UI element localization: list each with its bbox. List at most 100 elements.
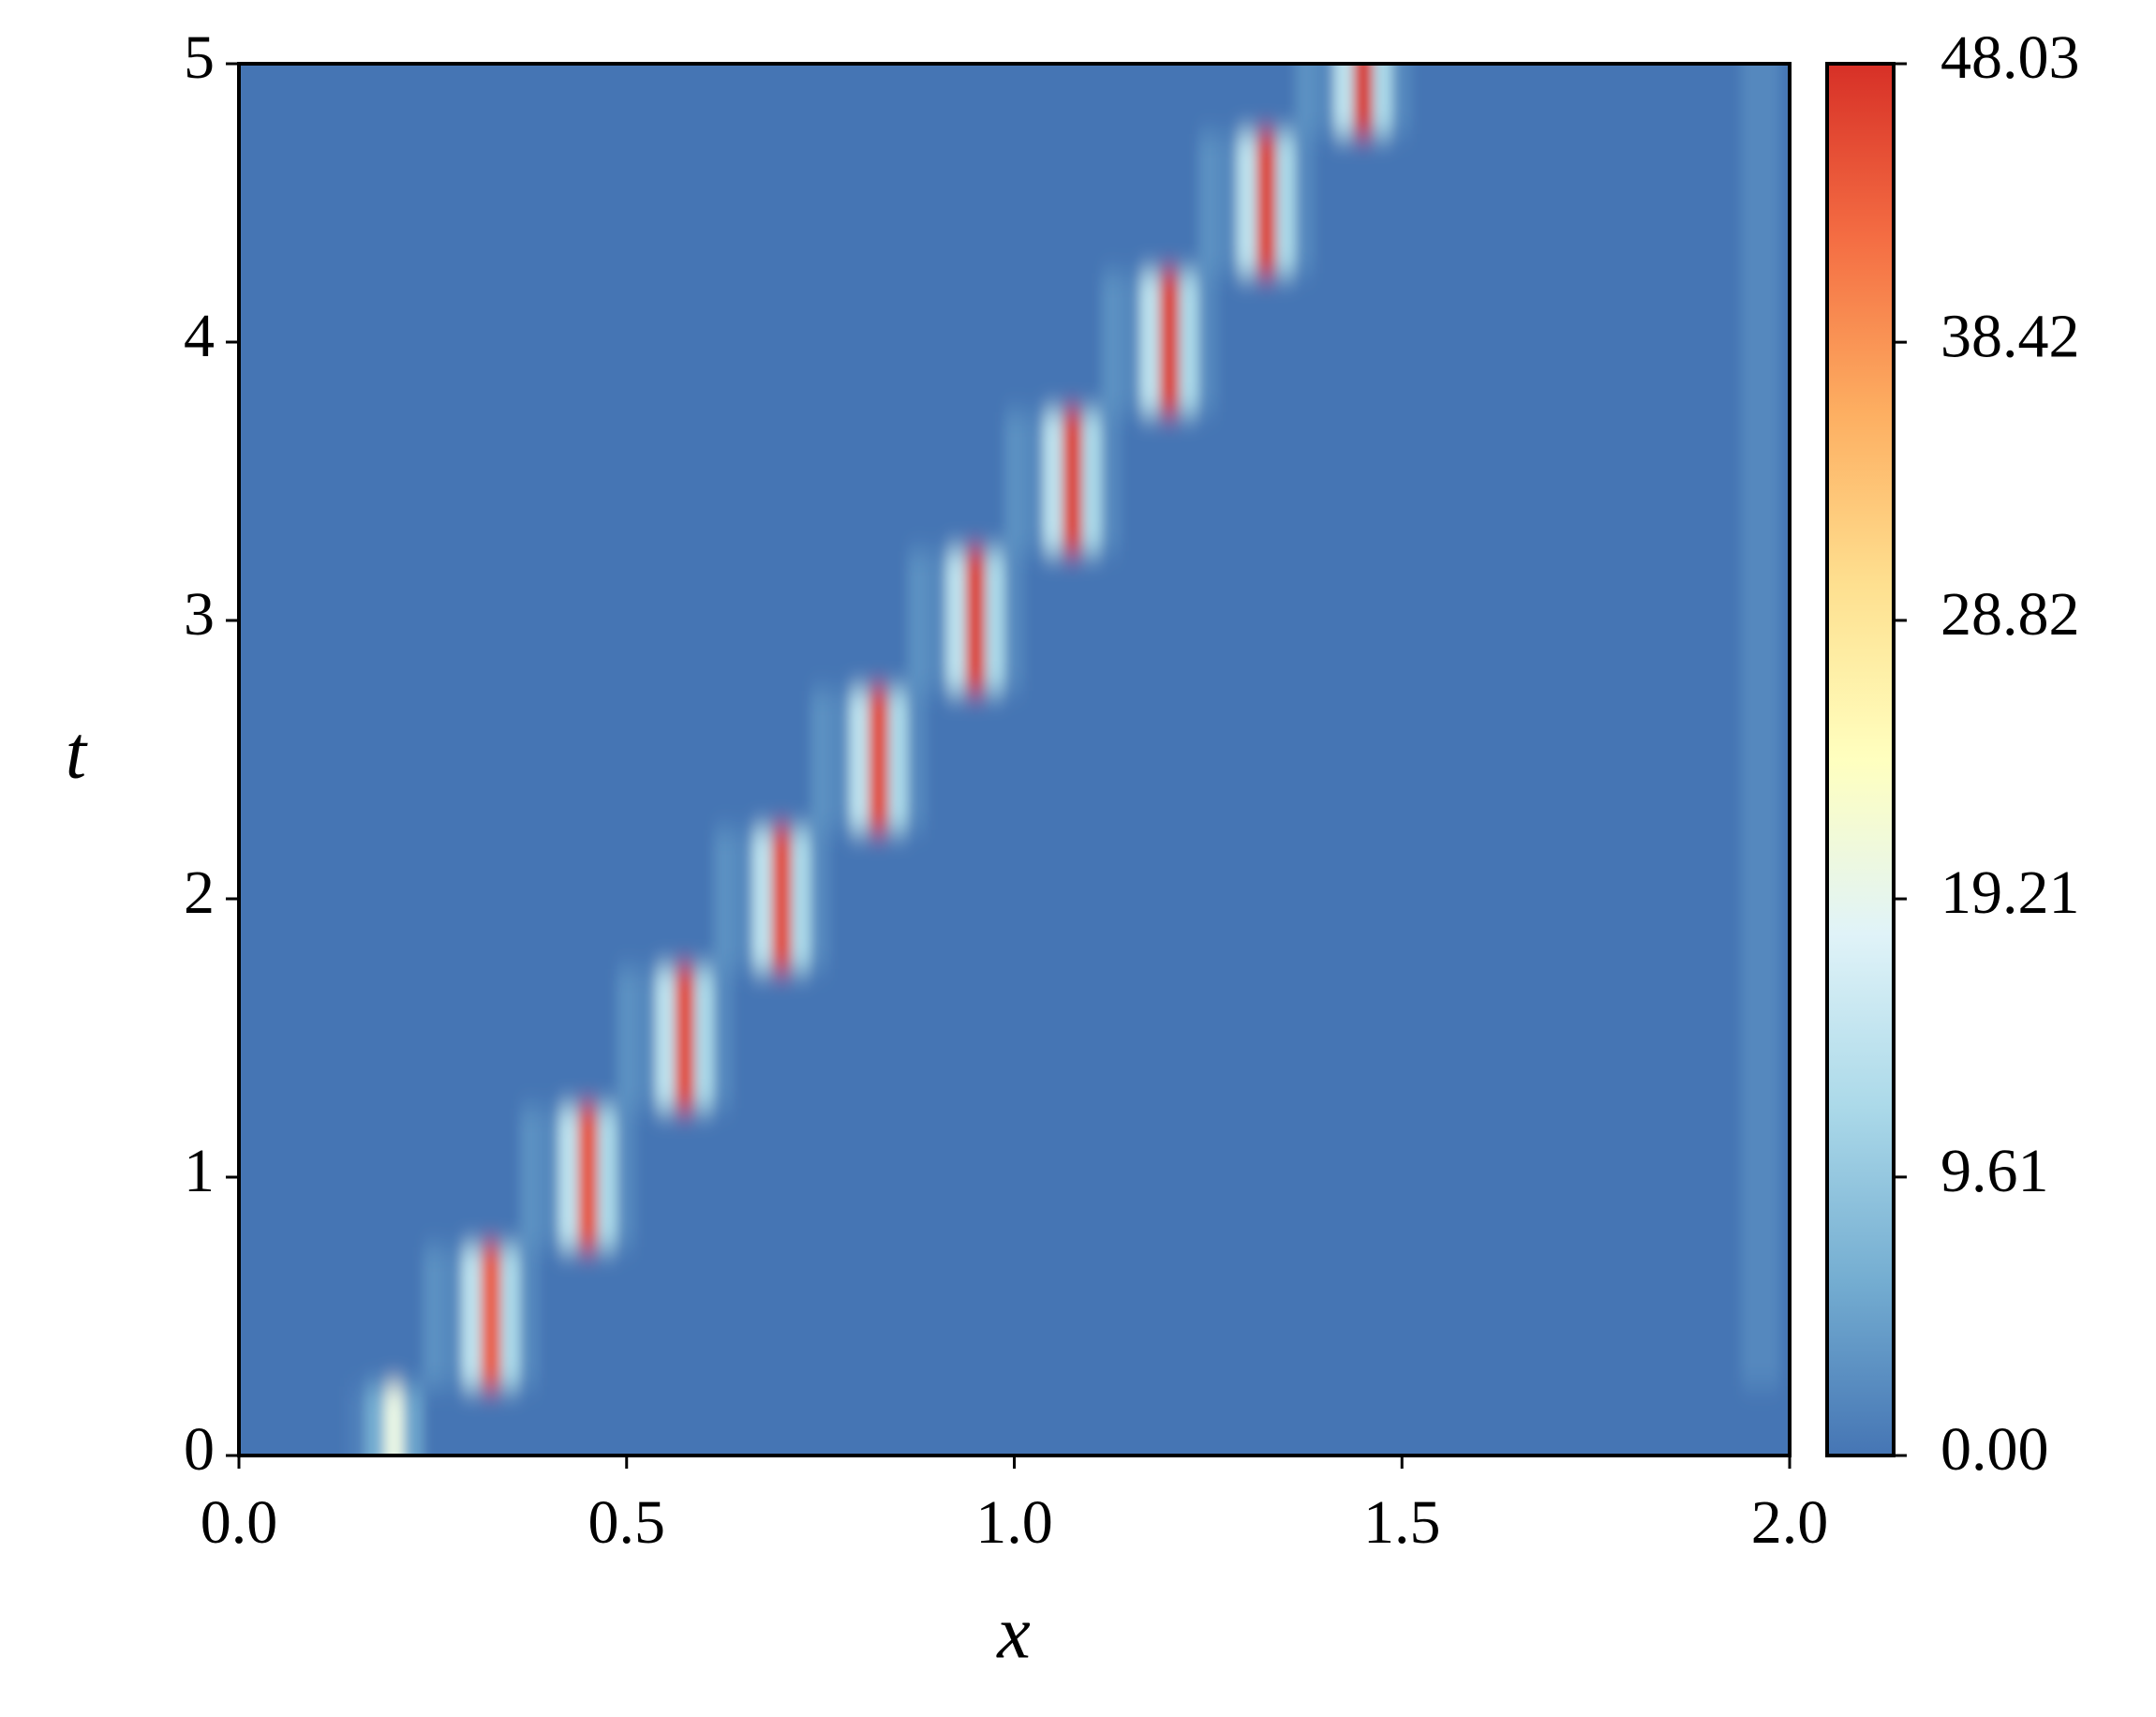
- heatmap-cell: [1101, 64, 1122, 134]
- heatmap-cell: [1159, 1385, 1180, 1456]
- heatmap-cell: [384, 690, 405, 830]
- heatmap-cell: [539, 550, 559, 691]
- heatmap-cell: [519, 829, 541, 969]
- heatmap-cell: [500, 411, 521, 552]
- heatmap-cell: [636, 690, 657, 830]
- heatmap-cell: [1450, 550, 1471, 691]
- heatmap-cell: [1450, 64, 1471, 134]
- heatmap-cell: [1741, 64, 1762, 134]
- heatmap-cell: [946, 690, 967, 830]
- heatmap-cell: [597, 1385, 618, 1456]
- heatmap-cell: [345, 968, 366, 1109]
- heatmap-cell: [1741, 829, 1762, 969]
- heatmap-cell: [461, 968, 483, 1109]
- heatmap-cell: [1023, 1385, 1045, 1456]
- heatmap-cell: [888, 829, 909, 969]
- heatmap-cell: [636, 968, 657, 1109]
- heatmap-cell: [752, 968, 773, 1109]
- heatmap-cell: [1121, 64, 1141, 134]
- heatmap-cell: [1391, 133, 1413, 274]
- heatmap-cell: [655, 550, 677, 691]
- heatmap-cell: [1779, 64, 1790, 134]
- heatmap-cell: [1527, 64, 1549, 134]
- heatmap-cell: [558, 64, 579, 134]
- heatmap-cell: [810, 64, 831, 134]
- heatmap-cell: [578, 133, 599, 274]
- heatmap-cell: [1256, 411, 1277, 552]
- heatmap-cell: [617, 411, 637, 552]
- heatmap-cell: [1295, 690, 1316, 830]
- heatmap-cell: [771, 64, 793, 134]
- heatmap-cell: [1450, 968, 1471, 1109]
- heatmap-cell: [326, 411, 347, 552]
- heatmap-cell: [655, 133, 677, 274]
- heatmap-cell: [927, 829, 947, 969]
- heatmap-cell: [1101, 829, 1122, 969]
- heatmap-cell: [810, 968, 831, 1109]
- heatmap-cell: [1683, 1385, 1703, 1456]
- heatmap-cell: [946, 550, 967, 691]
- heatmap-cell: [442, 690, 463, 830]
- heatmap-cell: [519, 968, 541, 1109]
- heatmap-cell: [1741, 550, 1762, 691]
- heatmap-cell: [1567, 550, 1587, 691]
- heatmap-cell: [1643, 272, 1665, 412]
- heatmap-cell: [287, 272, 308, 412]
- heatmap-cell: [442, 411, 463, 552]
- heatmap-cell: [1139, 64, 1161, 134]
- heatmap-cell: [1411, 411, 1432, 552]
- heatmap-cell: [1431, 64, 1451, 134]
- heatmap-cell: [345, 829, 366, 969]
- heatmap-cell: [1159, 968, 1180, 1109]
- heatmap-cell: [239, 1385, 249, 1456]
- heatmap-cell: [1721, 133, 1742, 274]
- heatmap-cell: [1663, 968, 1684, 1109]
- heatmap-cell: [1431, 1385, 1451, 1456]
- heatmap-cell: [1741, 1385, 1762, 1456]
- heatmap-cell: [1760, 968, 1781, 1109]
- heatmap-cell: [1547, 1107, 1568, 1247]
- heatmap-cell: [1702, 411, 1723, 552]
- heatmap-cell: [771, 690, 793, 830]
- heatmap-cell: [364, 550, 385, 691]
- heatmap-cell: [1702, 1385, 1723, 1456]
- heatmap-cell: [829, 829, 851, 969]
- heatmap-cell: [558, 1247, 579, 1387]
- heatmap-cell: [1411, 550, 1432, 691]
- heatmap-cell: [752, 64, 773, 134]
- heatmap-cell: [694, 1107, 715, 1247]
- heatmap-cell: [578, 690, 599, 830]
- heatmap-cell: [461, 690, 483, 830]
- heatmap-cell: [829, 1385, 851, 1456]
- heatmap-cell: [1702, 829, 1723, 969]
- heatmap-cell: [539, 64, 559, 134]
- heatmap-cell: [1101, 550, 1122, 691]
- heatmap-cell: [752, 1107, 773, 1247]
- heatmap-cell: [1605, 550, 1626, 691]
- heatmap-cell: [1779, 829, 1790, 969]
- colorbar-tick-label: 9.61: [1940, 1137, 2049, 1205]
- heatmap-cell: [326, 1247, 347, 1387]
- heatmap-cell: [1081, 133, 1103, 274]
- heatmap-cell: [927, 272, 947, 412]
- heatmap-cell: [752, 550, 773, 691]
- heatmap-cell: [1411, 690, 1432, 830]
- y-tick-label: 5: [184, 23, 215, 92]
- heatmap-cell: [519, 411, 541, 552]
- heatmap-cell: [694, 829, 715, 969]
- heatmap-cell: [849, 1107, 870, 1247]
- heatmap-cell: [1605, 133, 1626, 274]
- heatmap-cell: [578, 411, 599, 552]
- heatmap-cell: [461, 1107, 483, 1247]
- heatmap-cell: [239, 1247, 249, 1387]
- heatmap-cell: [869, 411, 889, 552]
- heatmap-cell: [965, 411, 987, 552]
- heatmap-cell: [1741, 1247, 1762, 1387]
- heatmap-cell: [1431, 1247, 1451, 1387]
- heatmap-cell: [965, 968, 987, 1109]
- heatmap-cell: [1663, 1385, 1684, 1456]
- heatmap-cell: [1063, 550, 1083, 691]
- heatmap-cell: [791, 411, 811, 552]
- heatmap-cell: [1295, 550, 1316, 691]
- heatmap-cell: [1509, 1247, 1529, 1387]
